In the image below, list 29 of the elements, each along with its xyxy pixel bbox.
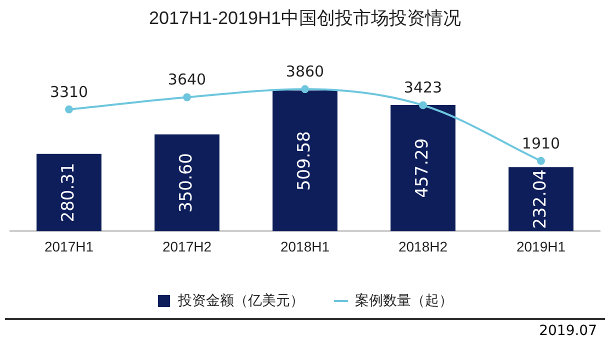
point: [537, 156, 545, 165]
data-label: 3310: [50, 82, 88, 101]
data-label: 1910: [522, 134, 560, 152]
bar: [154, 134, 220, 232]
bar: [36, 154, 102, 232]
bar: [272, 90, 338, 232]
legend-label: 投资金额（亿美元）: [177, 292, 304, 308]
data-label: 3640: [168, 70, 206, 89]
data-label: 232.04: [530, 169, 550, 229]
bar: [508, 167, 574, 232]
x-tick-label: 2018H1: [280, 238, 330, 254]
point: [301, 85, 309, 94]
data-label: 350.60: [176, 153, 196, 213]
x-tick-label: 2017H1: [44, 238, 94, 254]
x-tick-label: 2019H1: [516, 238, 566, 254]
data-label: 457.29: [412, 138, 432, 198]
point: [183, 93, 191, 102]
data-label: 3423: [404, 78, 442, 97]
data-label: 3860: [286, 62, 324, 81]
point: [419, 101, 427, 110]
text: 2019.07: [539, 323, 597, 339]
x-tick-label: 2018H2: [398, 238, 448, 254]
point: [65, 105, 73, 114]
data-label: 509.58: [294, 131, 314, 191]
data-label: 280.31: [58, 162, 78, 222]
bar: [390, 104, 456, 232]
x-tick-label: 2017H2: [162, 238, 212, 254]
chart-title: 2017H1-2019H1中国创投市场投资情况: [148, 8, 462, 28]
legend-label: 案例数量（起）: [355, 292, 453, 308]
